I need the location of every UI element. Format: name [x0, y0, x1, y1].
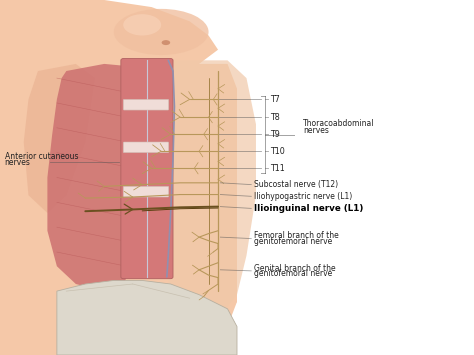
Ellipse shape — [123, 14, 161, 36]
Ellipse shape — [114, 9, 209, 55]
Text: nerves: nerves — [303, 126, 329, 135]
Text: nerves: nerves — [5, 158, 31, 167]
Polygon shape — [166, 64, 237, 320]
FancyBboxPatch shape — [123, 142, 169, 153]
Text: T7: T7 — [270, 95, 280, 104]
Text: Femoral branch of the: Femoral branch of the — [254, 231, 338, 240]
Text: Iliohypogastric nerve (L1): Iliohypogastric nerve (L1) — [254, 192, 352, 201]
Text: Ilioinguinal nerve (L1): Ilioinguinal nerve (L1) — [254, 204, 363, 213]
FancyBboxPatch shape — [123, 186, 169, 197]
Polygon shape — [0, 0, 57, 355]
Ellipse shape — [162, 40, 170, 45]
Polygon shape — [47, 64, 171, 291]
Polygon shape — [57, 0, 237, 355]
Text: Thoracoabdominal: Thoracoabdominal — [303, 119, 375, 128]
FancyBboxPatch shape — [121, 59, 173, 279]
Text: T10: T10 — [270, 147, 285, 156]
Text: genitofemoral nerve: genitofemoral nerve — [254, 237, 332, 246]
Text: T11: T11 — [270, 164, 285, 173]
FancyBboxPatch shape — [123, 99, 169, 110]
Polygon shape — [24, 64, 95, 213]
Polygon shape — [57, 280, 237, 355]
Text: T8: T8 — [270, 113, 280, 122]
Text: Genital branch of the: Genital branch of the — [254, 263, 335, 273]
Text: T9: T9 — [270, 130, 280, 139]
Text: genitofemoral nerve: genitofemoral nerve — [254, 269, 332, 278]
Text: Subcostal nerve (T12): Subcostal nerve (T12) — [254, 180, 337, 189]
Polygon shape — [166, 60, 256, 320]
Text: Anterior cutaneous: Anterior cutaneous — [5, 152, 78, 161]
